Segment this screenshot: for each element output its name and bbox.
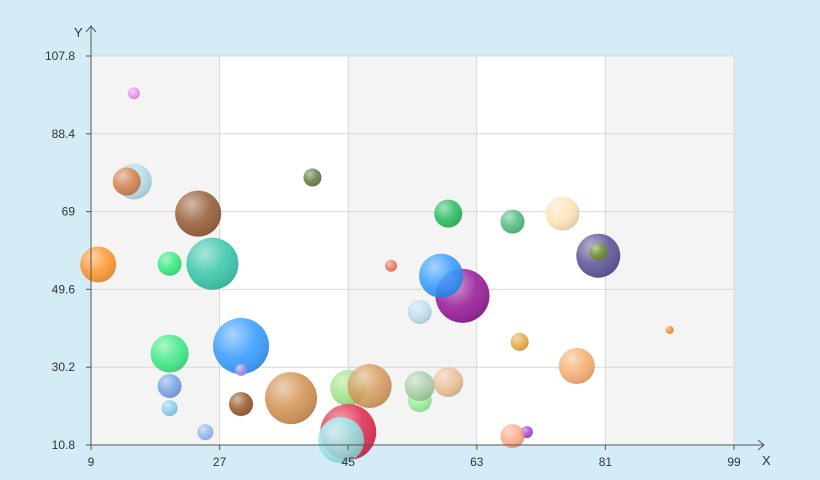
bubble-highlight [407,299,432,324]
y-tick-label: 30.2 [52,360,76,374]
x-tick-label: 9 [88,455,95,469]
bubble-highlight [186,237,239,290]
bubble-highlight [213,317,270,374]
bubble-highlight [665,325,674,334]
x-tick-label: 45 [342,455,356,469]
bubble-highlight [558,347,595,384]
y-tick-label: 69 [62,205,76,219]
bubble-highlight [80,246,117,283]
x-axis-arrow [757,439,765,451]
bubble-highlight [589,242,608,261]
x-tick-label: 99 [727,455,741,469]
bubble-highlight [510,332,529,351]
axes [85,25,765,451]
x-tick-label: 27 [213,455,227,469]
bubble-highlight [433,367,464,398]
y-tick-label: 49.6 [52,282,76,296]
tick-labels: 9 27 45 63 81 99 10.8 30.2 49.6 69 88.4 107.8 [45,49,741,469]
bubble-highlight [235,364,248,377]
y-axis-arrow [85,25,97,33]
bubble-highlight [500,424,525,449]
x-tick-label: 63 [470,455,484,469]
bubble-highlight [112,167,141,196]
bubble-highlight [157,374,182,399]
bubble-highlight [545,196,580,231]
bubble-highlight [229,392,254,417]
x-axis-title: X [762,453,771,468]
bubble-highlight [150,334,189,373]
bubble-highlight [419,253,464,298]
y-tick-label: 88.4 [52,127,76,141]
bubble-highlight [127,87,140,100]
plot-area [91,56,734,445]
bubble-highlight [318,417,365,464]
bubble-highlight [157,251,182,276]
bubble-highlight [385,259,398,272]
y-tick-label: 107.8 [45,49,75,63]
plot-band [605,56,734,445]
bubble-series [80,87,674,464]
bubble-highlight [175,190,222,237]
y-tick-label: 10.8 [52,438,76,452]
bubble-highlight [265,372,318,425]
bubble-highlight [434,199,463,228]
y-axis-title: Y [74,25,83,40]
bubble-highlight [197,424,214,441]
bubble-highlight [500,209,525,234]
bubble-highlight [303,168,322,187]
bubble-highlight [404,371,435,402]
bubble-highlight [347,364,392,409]
x-tick-label: 81 [599,455,613,469]
bubble-highlight [161,400,178,417]
